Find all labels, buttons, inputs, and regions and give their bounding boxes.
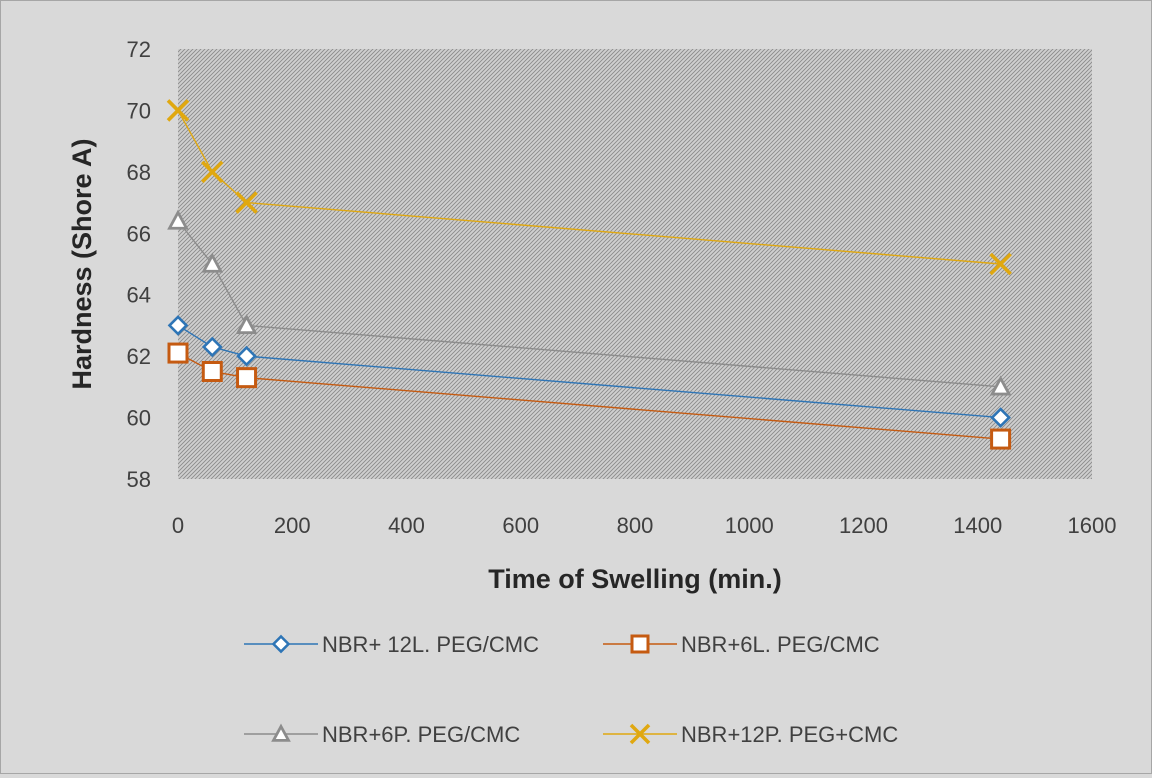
data-point	[167, 209, 189, 230]
y-tick-label: 66	[127, 221, 151, 246]
data-point	[235, 313, 258, 335]
legend-marker	[271, 723, 291, 742]
x-tick-label: 1600	[1068, 513, 1117, 538]
x-tick-label: 0	[172, 513, 184, 538]
series-lines	[177, 110, 1001, 440]
legend-label: NBR+12P. PEG+CMC	[681, 722, 898, 747]
x-tick-label: 400	[388, 513, 425, 538]
data-point	[201, 336, 223, 358]
legend-marker	[271, 634, 291, 654]
legend: NBR+ 12L. PEG/CMC NBR+6L. PEG/CMC NBR+6P. …	[244, 632, 898, 747]
y-axis-ticks: 58 60 62 64 66 68 70 72	[127, 37, 151, 492]
series-line	[177, 324, 1001, 419]
y-axis-title: Hardness (Shore A)	[67, 138, 97, 389]
data-point	[201, 160, 224, 184]
data-point	[990, 407, 1011, 428]
x-tick-label: 600	[502, 513, 539, 538]
legend-item: NBR+6L. PEG/CMC	[603, 632, 880, 657]
x-tick-label: 1200	[839, 513, 888, 538]
legend-label: NBR+ 12L. PEG/CMC	[322, 632, 539, 657]
data-point	[166, 99, 190, 122]
series-line	[177, 352, 1001, 440]
data-point	[236, 367, 258, 389]
y-tick-label: 70	[127, 98, 151, 123]
x-tick-label: 200	[274, 513, 311, 538]
data-point	[990, 428, 1012, 450]
x-tick-label: 800	[617, 513, 654, 538]
y-tick-label: 58	[127, 467, 151, 492]
legend-item: NBR+12P. PEG+CMC	[603, 722, 898, 747]
data-point	[235, 191, 258, 214]
y-tick-label: 68	[127, 160, 151, 185]
y-tick-label: 62	[127, 344, 151, 369]
plot-area	[178, 49, 1092, 479]
series-markers	[166, 99, 1012, 450]
data-point	[167, 342, 189, 364]
y-tick-label: 72	[127, 37, 151, 62]
x-tick-label: 1400	[953, 513, 1002, 538]
data-point	[201, 252, 224, 273]
data-point	[989, 375, 1012, 396]
series-line	[177, 220, 1001, 388]
legend-item: NBR+ 12L. PEG/CMC	[244, 632, 539, 657]
y-tick-label: 64	[127, 283, 151, 308]
data-point	[167, 315, 189, 336]
legend-marker	[630, 634, 650, 654]
x-axis-ticks: 0 200 400 600 800 1000 1200 1400 1600	[172, 513, 1117, 538]
x-axis-title: Time of Swelling (min.)	[488, 564, 782, 594]
legend-marker	[629, 723, 651, 745]
legend-item: NBR+6P. PEG/CMC	[244, 722, 520, 747]
legend-label: NBR+6L. PEG/CMC	[681, 632, 880, 657]
data-point	[236, 345, 257, 367]
legend-label: NBR+6P. PEG/CMC	[322, 722, 520, 747]
y-tick-label: 60	[127, 406, 151, 431]
data-point	[989, 252, 1012, 276]
data-point	[201, 361, 223, 382]
series-line	[177, 110, 1001, 265]
x-tick-label: 1000	[725, 513, 774, 538]
